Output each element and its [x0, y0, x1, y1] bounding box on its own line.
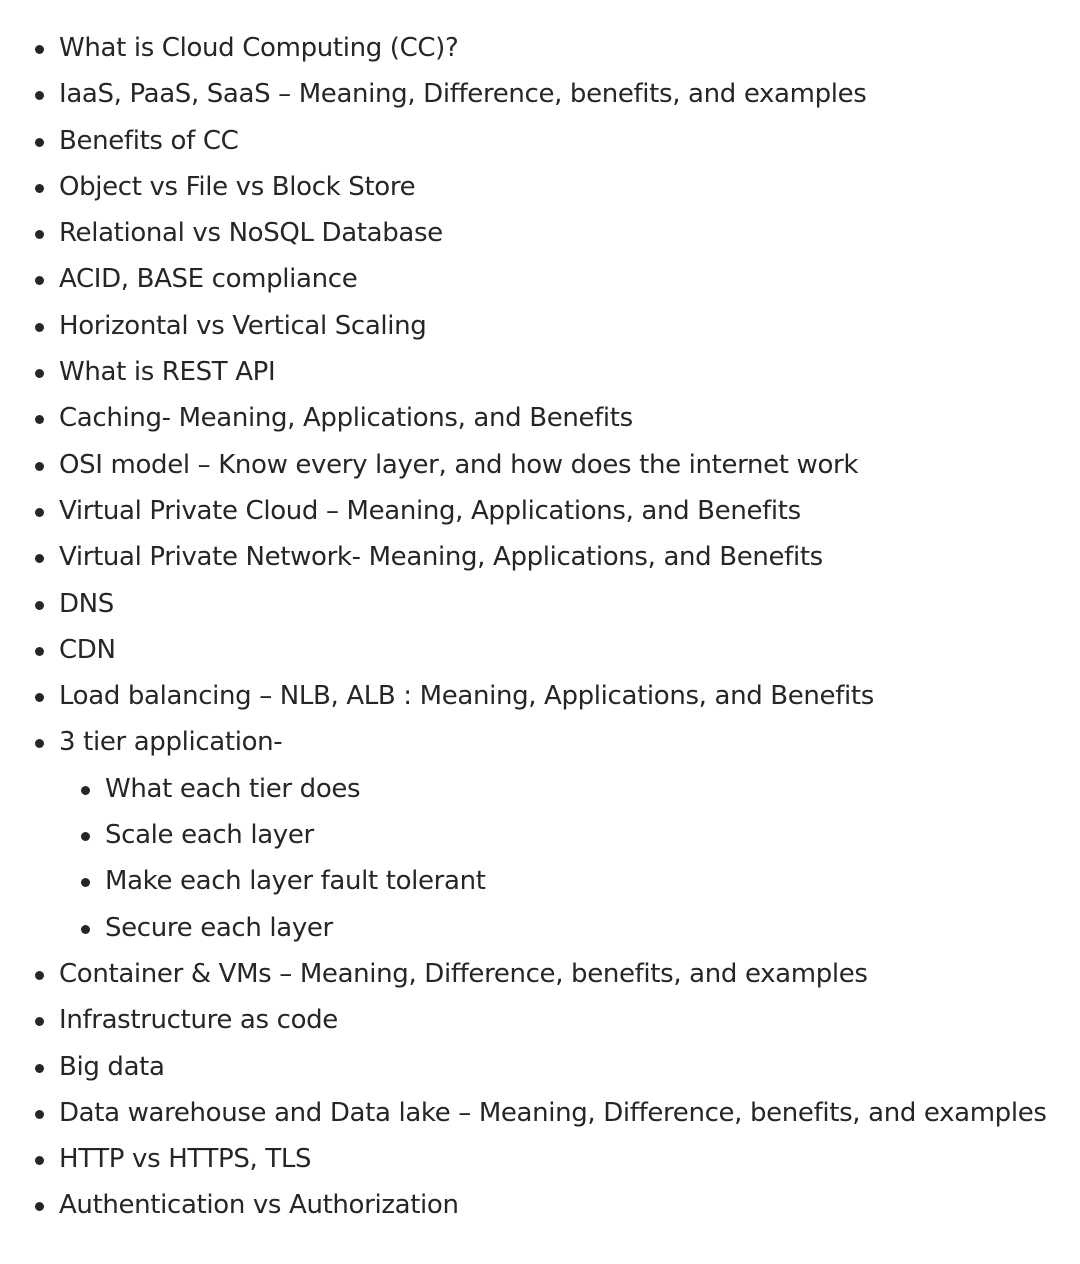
list-item: Object vs File vs Block Store — [0, 164, 1080, 210]
list-item: Horizontal vs Vertical Scaling — [0, 303, 1080, 349]
list-item: Load balancing – NLB, ALB : Meaning, App… — [0, 673, 1080, 719]
list-item: OSI model – Know every layer, and how do… — [0, 442, 1080, 488]
topic-list: What is Cloud Computing (CC)? IaaS, PaaS… — [0, 25, 1080, 1228]
list-item: Infrastructure as code — [0, 997, 1080, 1043]
list-item: Virtual Private Cloud – Meaning, Applica… — [0, 488, 1080, 534]
list-item: Virtual Private Network- Meaning, Applic… — [0, 534, 1080, 580]
list-item: Data warehouse and Data lake – Meaning, … — [0, 1090, 1080, 1136]
list-item: Big data — [0, 1044, 1080, 1090]
list-item: IaaS, PaaS, SaaS – Meaning, Difference, … — [0, 71, 1080, 117]
sub-list-item: Make each layer fault tolerant — [0, 858, 1080, 904]
list-item: Relational vs NoSQL Database — [0, 210, 1080, 256]
list-item: ACID, BASE compliance — [0, 256, 1080, 302]
list-item: What is REST API — [0, 349, 1080, 395]
list-item: Caching- Meaning, Applications, and Bene… — [0, 395, 1080, 441]
list-item: CDN — [0, 627, 1080, 673]
list-item: Authentication vs Authorization — [0, 1182, 1080, 1228]
list-item: What is Cloud Computing (CC)? — [0, 25, 1080, 71]
list-item: Benefits of CC — [0, 118, 1080, 164]
list-item: HTTP vs HTTPS, TLS — [0, 1136, 1080, 1182]
list-item: Container & VMs – Meaning, Difference, b… — [0, 951, 1080, 997]
list-item: 3 tier application- — [0, 719, 1080, 765]
sub-list-item: Secure each layer — [0, 905, 1080, 951]
sub-list-item: What each tier does — [0, 766, 1080, 812]
sub-list-item: Scale each layer — [0, 812, 1080, 858]
list-item: DNS — [0, 581, 1080, 627]
